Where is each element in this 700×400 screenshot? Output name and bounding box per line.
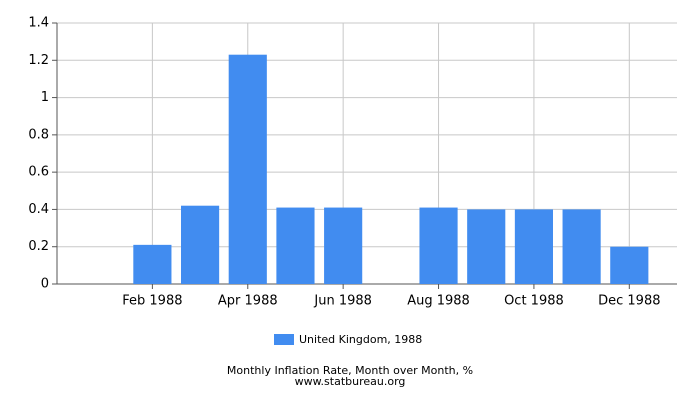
x-tick-label: Dec 1988 <box>598 294 660 309</box>
bar <box>324 207 363 284</box>
bar <box>133 244 172 284</box>
x-tick-label: Jun 1988 <box>313 294 372 309</box>
y-tick-label: 0.2 <box>28 239 49 254</box>
x-tick-label: Feb 1988 <box>122 294 182 309</box>
y-tick-label: 1.2 <box>28 53 49 68</box>
x-tick-label: Oct 1988 <box>504 294 564 309</box>
bar <box>562 209 601 284</box>
bar <box>228 54 267 284</box>
y-tick-label: 0 <box>41 277 49 292</box>
legend-label: United Kingdom, 1988 <box>299 333 422 346</box>
y-tick-label: 1.4 <box>28 16 49 31</box>
y-tick-label: 0.4 <box>28 202 49 217</box>
bar <box>181 205 220 284</box>
legend-swatch <box>274 334 294 345</box>
x-tick-label: Aug 1988 <box>407 294 470 309</box>
y-tick-label: 0.6 <box>28 165 49 180</box>
bar <box>419 207 458 284</box>
bar <box>610 246 649 284</box>
chart-title: Monthly Inflation Rate, Month over Month… <box>227 364 473 377</box>
bar <box>276 207 315 284</box>
y-tick-label: 1 <box>41 90 49 105</box>
x-tick-label: Apr 1988 <box>218 294 278 309</box>
y-tick-label: 0.8 <box>28 127 49 142</box>
bar <box>467 209 506 284</box>
bar <box>514 209 553 284</box>
source: www.statbureau.org <box>295 375 406 388</box>
